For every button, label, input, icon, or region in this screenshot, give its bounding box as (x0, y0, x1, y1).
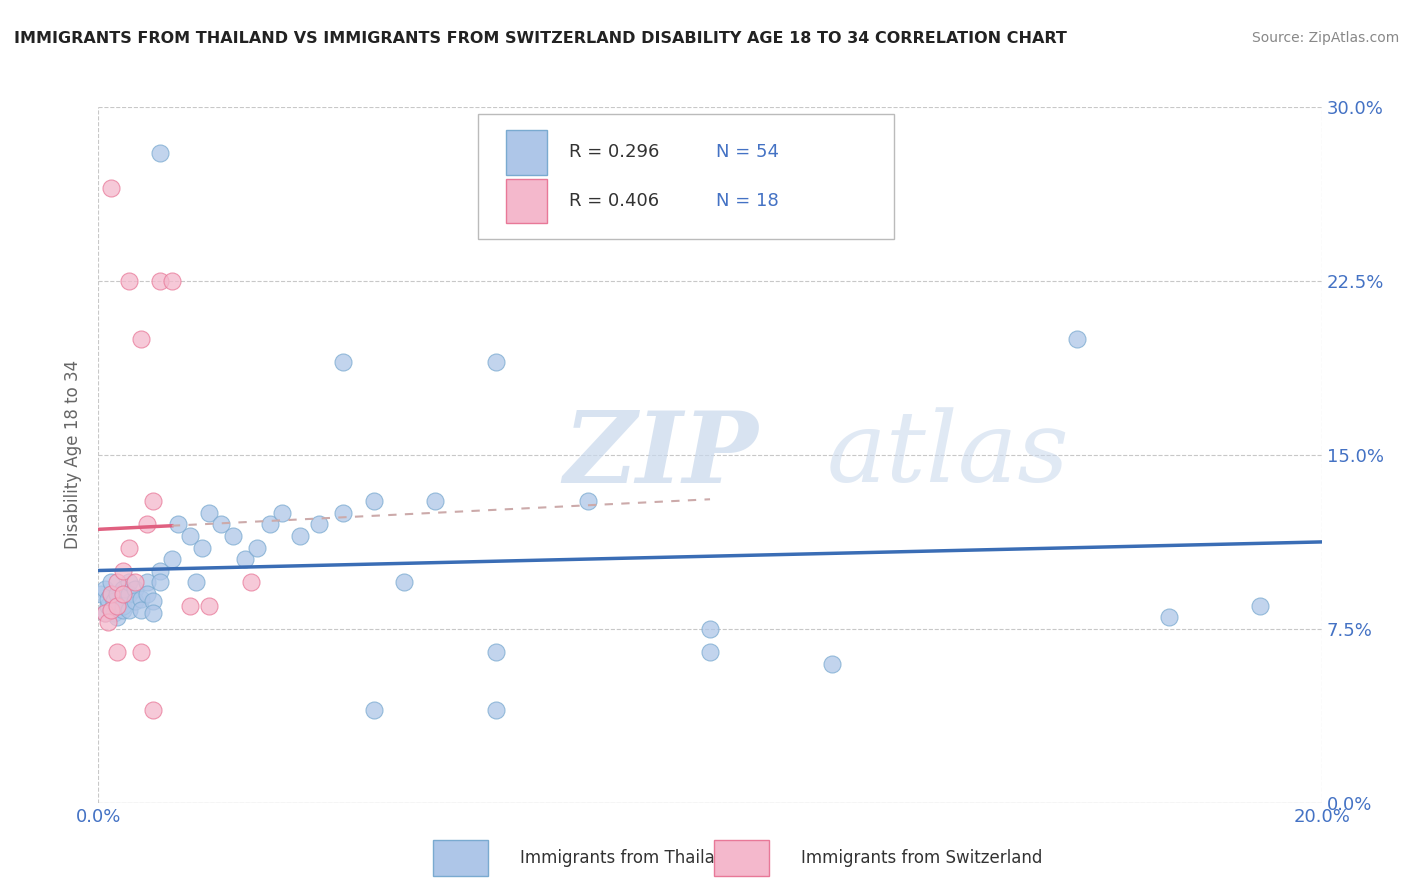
Point (105, 575, 128, 590)
Point (100, 181, 122, 195)
Point (105, 645, 128, 659)
Point (93, 582, 115, 597)
Point (821, 657, 844, 671)
Point (100, 575, 122, 590)
Text: Source: ZipAtlas.com: Source: ZipAtlas.com (1251, 31, 1399, 45)
Point (699, 622, 721, 636)
Point (111, 564, 134, 578)
Point (160, 274, 183, 288)
FancyBboxPatch shape (506, 178, 547, 223)
Point (233, 552, 256, 566)
Y-axis label: Disability Age 18 to 34: Disability Age 18 to 34 (65, 360, 83, 549)
Point (136, 575, 159, 590)
Point (90, 587, 112, 601)
Text: atlas: atlas (827, 408, 1069, 502)
Text: IMMIGRANTS FROM THAILAND VS IMMIGRANTS FROM SWITZERLAND DISABILITY AGE 18 TO 34 : IMMIGRANTS FROM THAILAND VS IMMIGRANTS F… (14, 31, 1067, 46)
Point (124, 575, 146, 590)
Point (576, 494, 599, 508)
Point (485, 645, 508, 659)
Point (191, 541, 214, 555)
Point (124, 594, 146, 608)
FancyBboxPatch shape (478, 114, 894, 239)
Point (186, 575, 208, 590)
Point (118, 575, 141, 590)
Point (179, 599, 201, 613)
Point (149, 274, 172, 288)
Point (259, 517, 281, 532)
Point (118, 274, 141, 288)
Point (308, 517, 330, 532)
Point (197, 599, 219, 613)
Point (111, 582, 134, 597)
Text: R = 0.406: R = 0.406 (569, 192, 659, 210)
Point (1249, 599, 1271, 613)
Text: Immigrants from Thailand: Immigrants from Thailand (520, 849, 735, 867)
FancyBboxPatch shape (506, 130, 547, 175)
Text: ZIP: ZIP (564, 407, 758, 503)
Point (363, 494, 385, 508)
Point (142, 606, 165, 620)
Point (167, 517, 190, 532)
Text: N = 18: N = 18 (716, 192, 779, 210)
Point (485, 355, 508, 369)
Point (1066, 332, 1088, 346)
Point (197, 506, 219, 520)
Point (240, 575, 263, 590)
Point (118, 587, 141, 601)
Point (1157, 610, 1180, 624)
Point (699, 645, 721, 659)
Point (149, 146, 172, 161)
Point (332, 506, 354, 520)
Point (105, 587, 128, 601)
Text: N = 54: N = 54 (716, 144, 779, 161)
Point (270, 506, 292, 520)
Point (93, 606, 115, 620)
Point (423, 494, 446, 508)
Point (222, 529, 245, 543)
Point (111, 587, 134, 601)
Point (100, 603, 122, 617)
Point (111, 603, 134, 617)
Point (111, 591, 134, 606)
Point (129, 591, 152, 606)
Point (332, 355, 354, 369)
Point (111, 599, 134, 613)
Point (105, 599, 128, 613)
Point (129, 645, 152, 659)
Point (129, 603, 152, 617)
Text: Immigrants from Switzerland: Immigrants from Switzerland (801, 849, 1043, 867)
Point (142, 594, 165, 608)
Point (149, 575, 172, 590)
Point (129, 332, 152, 346)
Point (105, 599, 128, 613)
Point (136, 517, 159, 532)
Point (142, 494, 165, 508)
Point (363, 703, 385, 717)
Point (118, 541, 141, 555)
Point (118, 603, 141, 617)
Point (100, 603, 122, 617)
Point (485, 703, 508, 717)
Text: R = 0.296: R = 0.296 (569, 144, 659, 161)
Point (160, 552, 183, 566)
Point (149, 564, 172, 578)
Point (97, 591, 120, 606)
Point (142, 703, 165, 717)
Point (100, 587, 122, 601)
Point (93, 606, 115, 620)
Point (209, 517, 232, 532)
Point (290, 529, 312, 543)
Point (97, 599, 120, 613)
Point (392, 575, 416, 590)
Point (246, 541, 269, 555)
Point (105, 610, 128, 624)
Point (136, 587, 159, 601)
Point (103, 606, 125, 620)
Point (97, 615, 120, 629)
Point (179, 529, 201, 543)
Point (103, 594, 125, 608)
Point (124, 582, 146, 597)
Point (100, 587, 122, 601)
